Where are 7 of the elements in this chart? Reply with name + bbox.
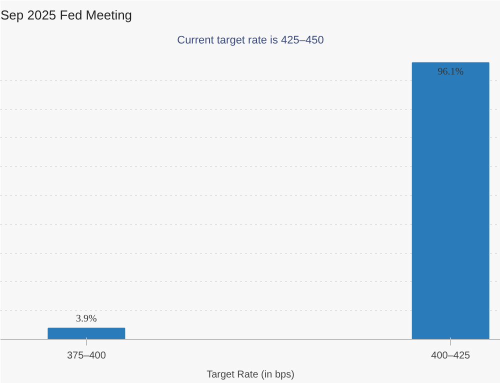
chart-title: Sep 2025 Fed Meeting: [0, 8, 132, 22]
x-tick-label: 400–425: [431, 350, 471, 362]
data-label: 96.1%: [438, 66, 464, 78]
chart-subtitle: Current target rate is 425–450: [177, 34, 324, 46]
x-tick-label: 375–400: [66, 350, 106, 362]
x-axis-title: Target Rate (in bps): [206, 370, 294, 380]
data-label: 3.9%: [76, 313, 97, 324]
